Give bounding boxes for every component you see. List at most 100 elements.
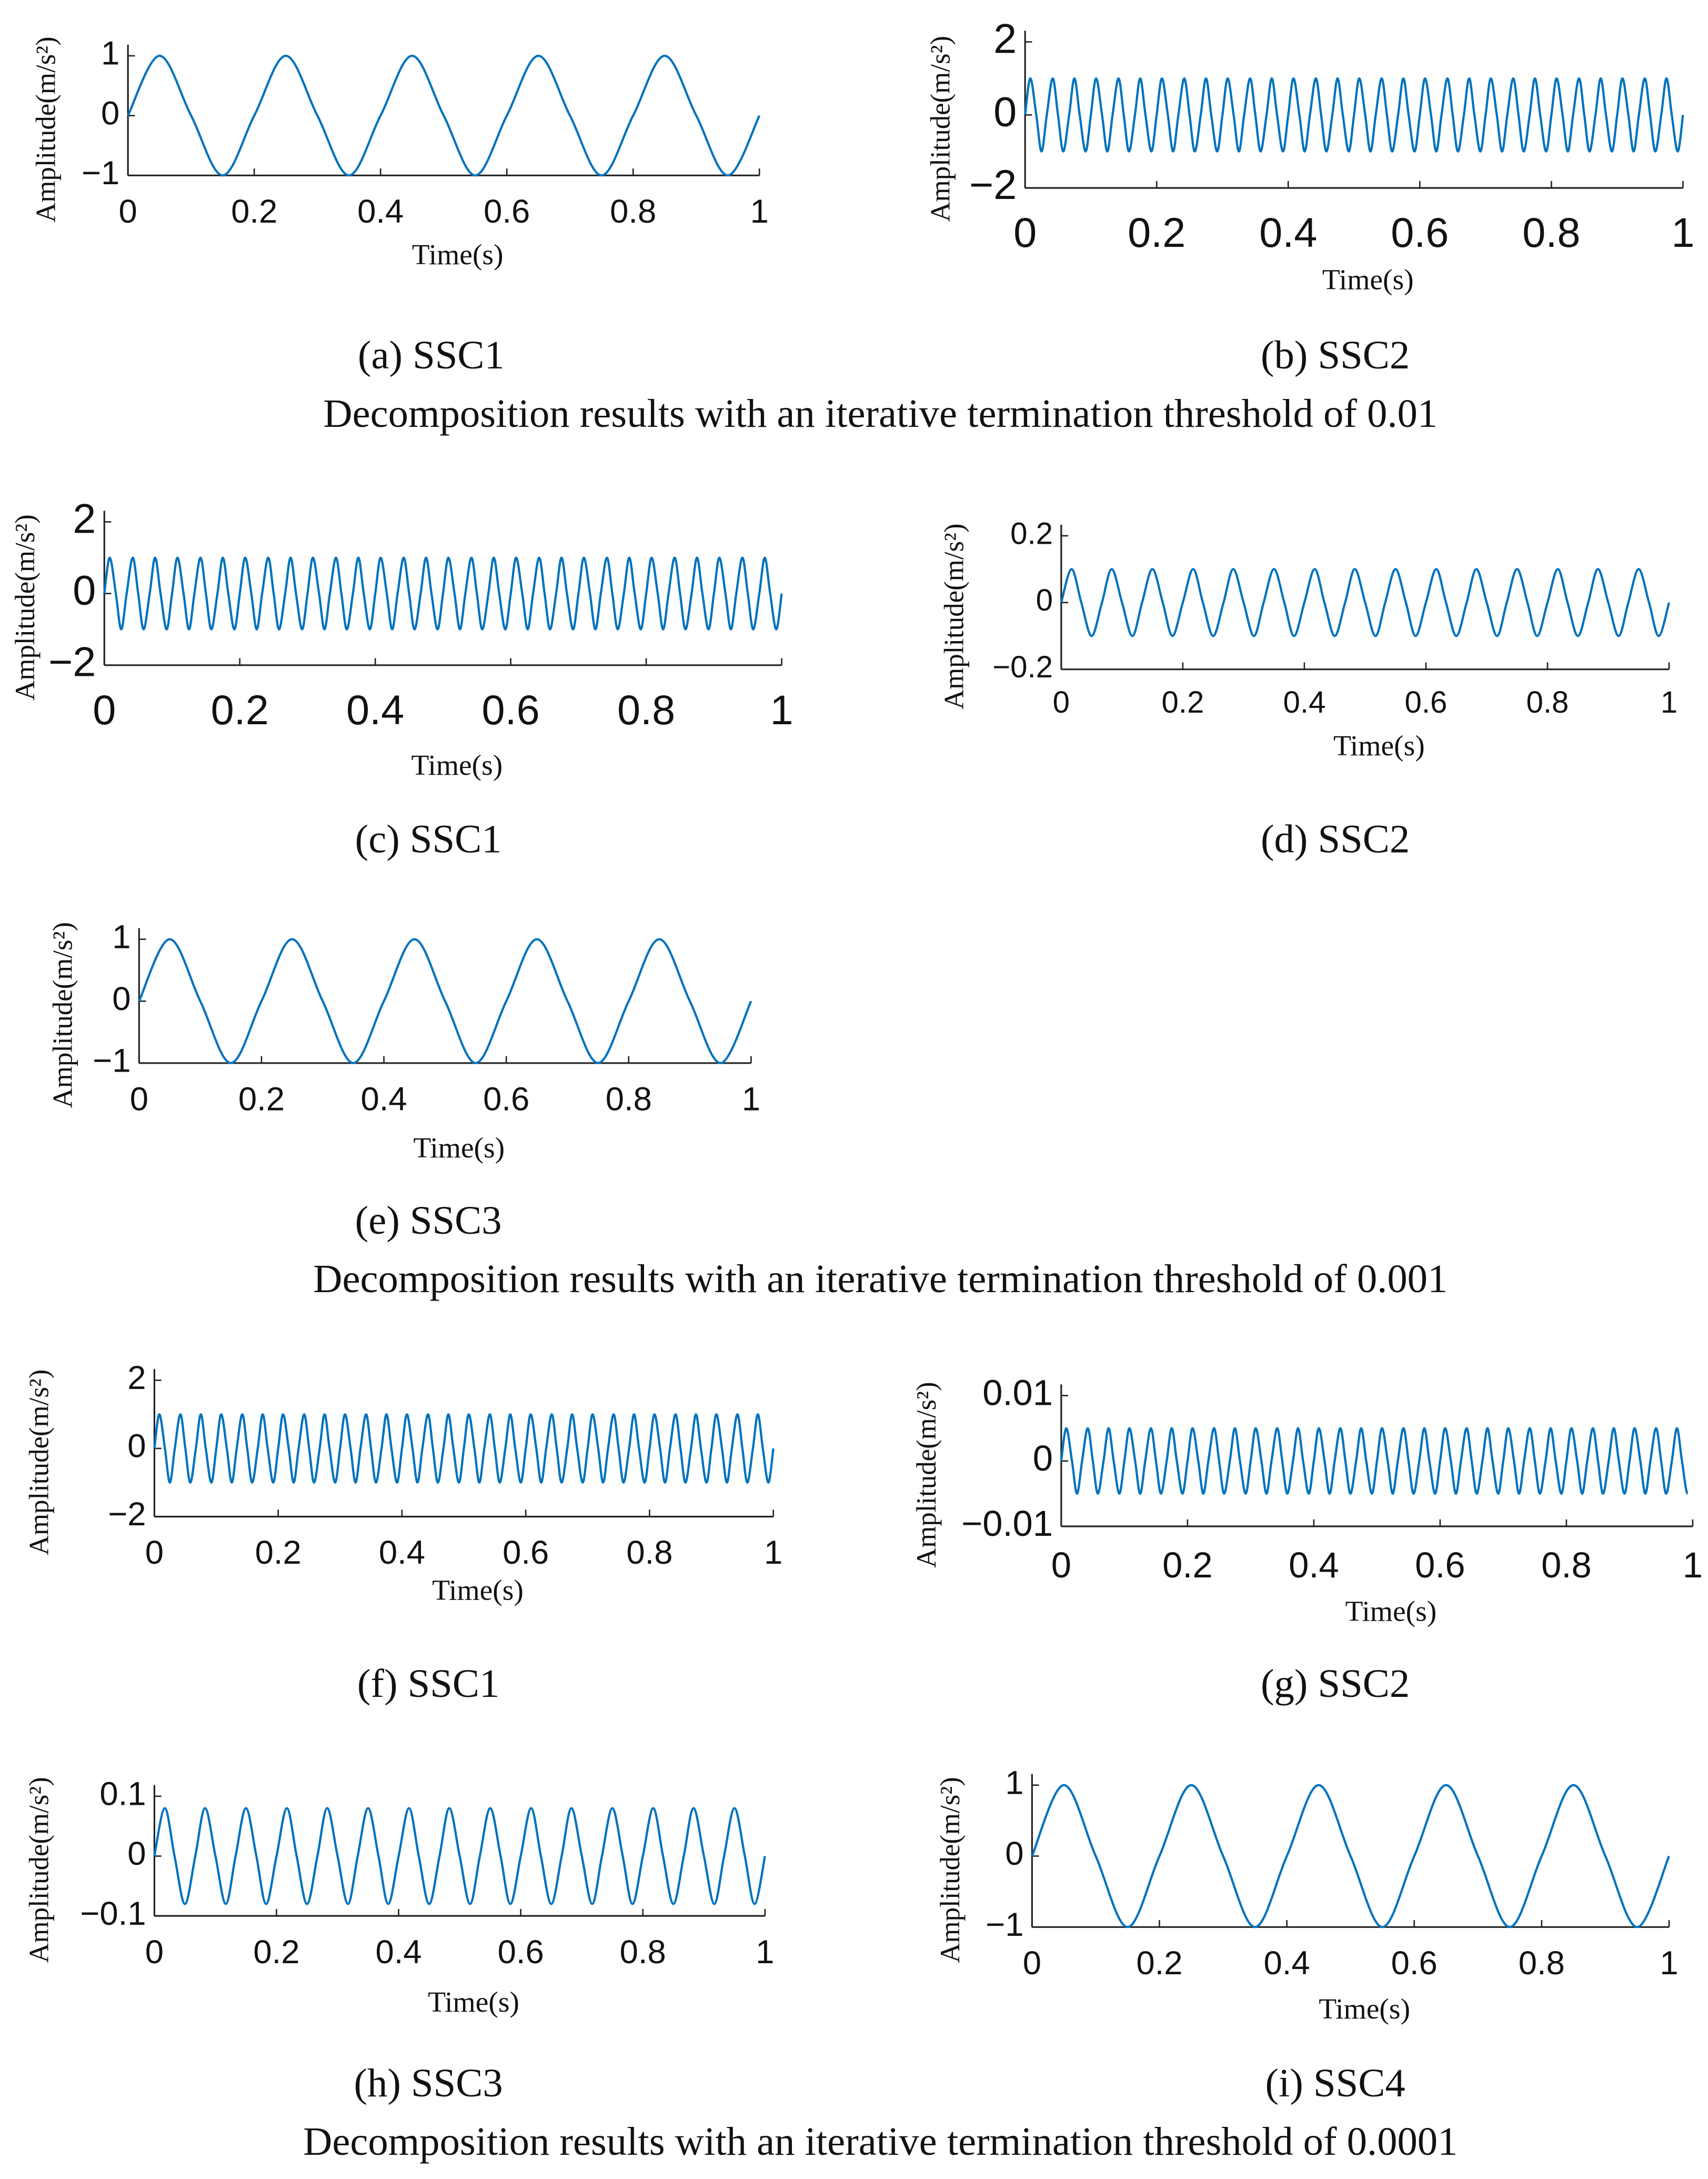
group-title: Decomposition results with an iterative … bbox=[303, 2119, 1458, 2164]
x-axis-label: Time(s) bbox=[411, 749, 503, 782]
x-tick-label: 0.2 bbox=[1136, 1945, 1182, 1982]
x-tick-label: 0.6 bbox=[1415, 1545, 1465, 1585]
x-tick-label: 1 bbox=[750, 193, 769, 230]
x-tick-label: 0.2 bbox=[1161, 685, 1204, 719]
x-tick-label: 0.4 bbox=[375, 1934, 421, 1971]
y-axis-label: Amplitude(m/s²) bbox=[31, 36, 62, 223]
x-tick-label: 0.4 bbox=[1259, 209, 1317, 256]
x-tick-label: 0.8 bbox=[610, 193, 656, 230]
x-axis-label: Time(s) bbox=[412, 239, 504, 271]
y-tick-label: 0 bbox=[112, 981, 130, 1017]
x-tick-label: 0.6 bbox=[1391, 1945, 1438, 1982]
x-tick-label: 1 bbox=[1671, 209, 1694, 256]
x-axis-label: Time(s) bbox=[428, 1986, 519, 2018]
y-tick-label: 0 bbox=[1005, 1835, 1023, 1872]
y-tick-label: −1 bbox=[986, 1906, 1023, 1943]
x-tick-label: 0.4 bbox=[379, 1534, 425, 1571]
y-tick-label: 1 bbox=[101, 35, 119, 72]
y-axis-label: Amplitude(m/s²) bbox=[925, 36, 956, 222]
x-tick-label: 0 bbox=[1053, 685, 1070, 719]
y-tick-label: 2 bbox=[127, 1360, 146, 1396]
x-tick-label: 0.4 bbox=[1283, 685, 1325, 719]
x-tick-label: 0.2 bbox=[238, 1081, 285, 1117]
y-tick-label: −2 bbox=[969, 161, 1017, 208]
caption: (c) SSC1 bbox=[355, 817, 502, 862]
y-axis-label: Amplitude(m/s²) bbox=[24, 1370, 54, 1556]
x-tick-label: 0.2 bbox=[1128, 209, 1185, 256]
x-tick-label: 0 bbox=[1023, 1945, 1041, 1982]
x-tick-label: 0.6 bbox=[482, 686, 540, 733]
caption: (g) SSC2 bbox=[1261, 1661, 1410, 1706]
x-tick-label: 1 bbox=[756, 1934, 774, 1971]
x-tick-label: 0.2 bbox=[253, 1934, 299, 1971]
caption: (e) SSC3 bbox=[355, 1198, 502, 1243]
signal-line bbox=[1024, 77, 1684, 153]
y-tick-label: 0.2 bbox=[1010, 516, 1053, 551]
x-axis-label: Time(s) bbox=[432, 1575, 524, 1607]
caption: (d) SSC2 bbox=[1261, 817, 1410, 862]
x-tick-label: 0.8 bbox=[1541, 1545, 1592, 1585]
x-tick-label: 0.8 bbox=[1519, 1945, 1565, 1982]
x-axis-label: Time(s) bbox=[1319, 1993, 1410, 2025]
x-axis-label: Time(s) bbox=[413, 1132, 505, 1164]
x-tick-label: 0 bbox=[145, 1934, 164, 1971]
y-tick-label: 0 bbox=[993, 88, 1017, 135]
group-title: Decomposition results with an iterative … bbox=[323, 391, 1438, 436]
y-tick-label: −0.01 bbox=[961, 1503, 1053, 1544]
x-tick-label: 0.4 bbox=[1289, 1545, 1339, 1585]
x-tick-label: 1 bbox=[1661, 685, 1677, 719]
x-tick-label: 0 bbox=[145, 1534, 164, 1571]
y-tick-label: 1 bbox=[112, 918, 130, 955]
y-tick-label: 0.01 bbox=[982, 1373, 1053, 1413]
y-tick-label: −2 bbox=[48, 638, 96, 685]
x-tick-label: 0.6 bbox=[484, 193, 530, 230]
signal-line bbox=[153, 1413, 775, 1484]
x-tick-label: 0.4 bbox=[360, 1081, 407, 1117]
y-tick-label: 0.1 bbox=[99, 1776, 146, 1813]
x-tick-label: 0.2 bbox=[211, 686, 269, 733]
y-axis-label: Amplitude(m/s²) bbox=[10, 514, 41, 701]
x-tick-label: 0.6 bbox=[498, 1934, 544, 1971]
x-tick-label: 0 bbox=[93, 686, 116, 733]
y-tick-label: 2 bbox=[73, 495, 96, 542]
x-axis-label: Time(s) bbox=[1345, 1595, 1436, 1627]
caption: (f) SSC1 bbox=[357, 1661, 499, 1706]
x-tick-label: 1 bbox=[1660, 1945, 1678, 1982]
y-tick-label: −1 bbox=[93, 1043, 130, 1079]
y-axis-label: Amplitude(m/s²) bbox=[911, 1382, 942, 1568]
x-tick-label: 1 bbox=[764, 1534, 782, 1571]
x-tick-label: 0.6 bbox=[1391, 209, 1449, 256]
x-tick-label: 0.6 bbox=[503, 1534, 549, 1571]
caption: (h) SSC3 bbox=[354, 2061, 503, 2105]
x-tick-label: 0.2 bbox=[231, 193, 277, 230]
y-tick-label: 0 bbox=[73, 567, 96, 614]
y-tick-label: −0.1 bbox=[80, 1895, 146, 1932]
x-tick-label: 0.6 bbox=[483, 1081, 529, 1117]
x-tick-label: 0.6 bbox=[1405, 685, 1448, 719]
x-tick-label: 1 bbox=[1683, 1545, 1703, 1585]
signal-line bbox=[153, 1807, 766, 1905]
x-tick-label: 0.4 bbox=[357, 193, 404, 230]
x-tick-label: 0.2 bbox=[255, 1534, 302, 1571]
x-tick-label: 1 bbox=[770, 686, 793, 733]
y-tick-label: 2 bbox=[993, 15, 1017, 62]
signal-line bbox=[138, 938, 752, 1064]
caption: (i) SSC4 bbox=[1265, 2061, 1405, 2105]
y-tick-label: 0 bbox=[1033, 1438, 1053, 1478]
x-tick-label: 0 bbox=[119, 193, 137, 230]
x-tick-label: 0.4 bbox=[346, 686, 404, 733]
y-tick-label: −2 bbox=[108, 1496, 146, 1533]
signal-line bbox=[1060, 568, 1671, 637]
x-tick-label: 0.8 bbox=[626, 1534, 672, 1571]
y-axis-label: Amplitude(m/s²) bbox=[47, 922, 78, 1108]
x-tick-label: 0.4 bbox=[1264, 1945, 1310, 1982]
caption: (a) SSC1 bbox=[358, 333, 505, 377]
signal-line bbox=[1031, 1784, 1670, 1928]
x-tick-label: 0.2 bbox=[1162, 1545, 1213, 1585]
x-tick-label: 0.8 bbox=[617, 686, 675, 733]
signal-line bbox=[1060, 1427, 1689, 1495]
signal-line bbox=[103, 556, 783, 631]
x-tick-label: 0 bbox=[1013, 209, 1037, 256]
